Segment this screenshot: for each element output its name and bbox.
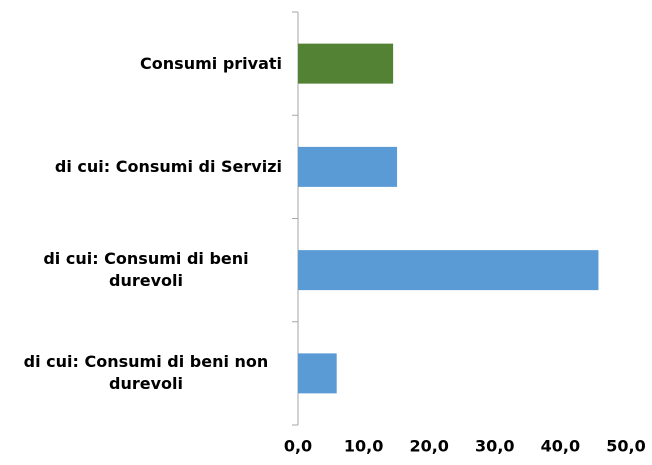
x-tick-label: 40,0 xyxy=(541,437,580,456)
category-label-box: di cui: Consumi di Servizi xyxy=(0,156,282,178)
x-tick-label: 10,0 xyxy=(344,437,383,456)
bar xyxy=(298,146,398,187)
bar xyxy=(298,43,394,84)
y-tick-label: Consumi privati xyxy=(140,53,282,73)
y-tick-label: di cui: Consumi di beni durevoli xyxy=(43,249,249,291)
y-tick-label: di cui: Consumi di beni non durevoli xyxy=(23,352,269,394)
bar xyxy=(298,353,337,394)
x-tick-label: 0,0 xyxy=(284,437,312,456)
category-label-box: di cui: Consumi di beni non durevoli xyxy=(0,351,282,395)
x-tick-label: 20,0 xyxy=(409,437,448,456)
y-tick-label: di cui: Consumi di Servizi xyxy=(54,156,282,176)
x-tick-label: 50,0 xyxy=(606,437,645,456)
bar xyxy=(298,250,599,291)
category-label-box: di cui: Consumi di beni durevoli xyxy=(0,248,282,292)
category-label-box: Consumi privati xyxy=(0,53,282,75)
x-tick-label: 30,0 xyxy=(475,437,514,456)
